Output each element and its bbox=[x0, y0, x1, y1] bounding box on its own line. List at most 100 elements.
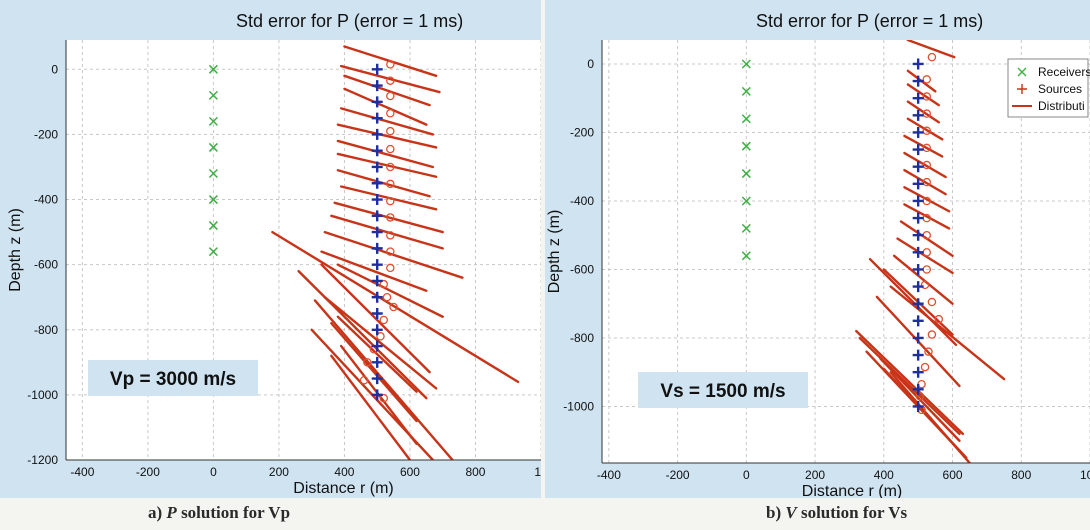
caption-left-suffix: solution for Vp bbox=[176, 503, 291, 522]
source-marker bbox=[912, 298, 924, 310]
receiver-marker bbox=[741, 114, 751, 124]
x-tick-label: 600 bbox=[943, 468, 963, 482]
source-marker bbox=[912, 58, 924, 70]
receiver-marker bbox=[208, 247, 218, 257]
legend-label: Sources bbox=[1038, 82, 1082, 96]
y-tick-label: -200 bbox=[570, 125, 594, 139]
error-segment bbox=[297, 269, 428, 400]
x-tick-label: -400 bbox=[597, 468, 621, 482]
legend-box bbox=[1007, 58, 1089, 118]
source-marker bbox=[371, 226, 383, 238]
estimate-marker bbox=[927, 297, 937, 307]
source-marker bbox=[371, 356, 383, 368]
receiver-marker bbox=[741, 141, 751, 151]
receiver-marker bbox=[741, 86, 751, 96]
x-tick-label: 400 bbox=[874, 468, 894, 482]
estimate-marker bbox=[386, 162, 395, 172]
velocity-box bbox=[88, 360, 258, 396]
estimate-marker bbox=[379, 393, 389, 403]
x-tick-label: 100 bbox=[1080, 468, 1090, 482]
x-tick-label: 200 bbox=[269, 465, 289, 479]
error-segment bbox=[330, 354, 412, 460]
error-segment bbox=[333, 201, 444, 234]
error-segment bbox=[336, 169, 431, 198]
receiver-marker bbox=[208, 90, 218, 100]
source-marker bbox=[371, 210, 383, 222]
receiver-marker bbox=[741, 196, 751, 206]
receiver-marker bbox=[741, 169, 751, 179]
error-segment bbox=[903, 151, 947, 179]
caption-right: b) V solution for Vs bbox=[766, 503, 907, 523]
caption-left-italic: P bbox=[166, 503, 177, 522]
estimate-marker bbox=[922, 109, 932, 118]
error-segment bbox=[330, 214, 444, 250]
error-segment bbox=[323, 296, 438, 390]
legend-label: Distributi bbox=[1038, 99, 1085, 113]
panel-left: Std error for P (error = 1 ms) -400 -200 0 2… bbox=[0, 0, 541, 498]
estimate-marker bbox=[376, 332, 385, 341]
source-marker bbox=[912, 144, 924, 156]
x-tick-label: 400 bbox=[334, 465, 354, 479]
error-segment bbox=[858, 336, 961, 436]
source-marker bbox=[912, 246, 924, 258]
receiver-marker bbox=[741, 251, 751, 261]
error-segment bbox=[343, 87, 428, 126]
error-segment bbox=[903, 203, 951, 230]
x-axis-label: Distance r (m) bbox=[802, 483, 902, 498]
source-marker bbox=[371, 63, 383, 75]
estimate-marker bbox=[920, 362, 930, 372]
receiver-marker bbox=[208, 116, 218, 126]
error-segment bbox=[271, 230, 520, 384]
source-marker bbox=[371, 389, 383, 401]
y-tick-label: -800 bbox=[570, 331, 594, 345]
legend-receiver-marker bbox=[1017, 67, 1027, 77]
estimate-marker bbox=[934, 314, 944, 324]
estimate-marker bbox=[386, 213, 395, 222]
velocity-label: Vp = 3000 m/s bbox=[110, 369, 236, 390]
estimate-marker bbox=[386, 247, 395, 256]
estimate-marker bbox=[922, 160, 932, 170]
error-segment bbox=[889, 285, 1006, 381]
error-segment bbox=[892, 254, 954, 305]
x-tick-label: 600 bbox=[400, 465, 420, 479]
source-marker bbox=[912, 75, 924, 87]
y-tick-label: 0 bbox=[51, 62, 58, 76]
caption-left: a) P solution for Vp bbox=[148, 503, 290, 523]
y-tick-label: -1200 bbox=[27, 453, 58, 467]
source-marker bbox=[371, 291, 383, 303]
source-marker bbox=[371, 128, 383, 140]
source-marker bbox=[912, 195, 924, 207]
error-segment bbox=[339, 64, 441, 94]
source-marker bbox=[912, 349, 924, 361]
estimate-marker bbox=[386, 231, 395, 240]
source-marker bbox=[371, 324, 383, 336]
legend-source-marker bbox=[1017, 84, 1027, 94]
estimate-marker bbox=[382, 292, 392, 302]
estimate-marker bbox=[920, 280, 930, 290]
receiver-marker bbox=[741, 59, 751, 69]
estimate-marker bbox=[922, 177, 932, 187]
source-marker bbox=[371, 242, 383, 254]
x-axis-label: Distance r (m) bbox=[293, 480, 393, 497]
source-marker bbox=[371, 177, 383, 189]
estimate-marker bbox=[922, 143, 932, 153]
chart-right: Std error for P (error = 1 ms) -400 -200 0 2… bbox=[546, 11, 1090, 498]
y-tick-label: -400 bbox=[570, 194, 594, 208]
estimate-marker bbox=[386, 196, 395, 206]
estimate-marker bbox=[386, 263, 395, 273]
receiver-marker bbox=[208, 64, 218, 74]
error-segment bbox=[906, 40, 956, 59]
plot-layer bbox=[602, 40, 1090, 463]
error-segment bbox=[906, 117, 944, 141]
error-segment bbox=[855, 329, 965, 436]
error-segment bbox=[320, 263, 431, 374]
y-tick-label: -1000 bbox=[563, 399, 594, 413]
legend-label: Receivers bbox=[1038, 65, 1090, 79]
estimate-marker bbox=[927, 330, 937, 339]
plot-layer bbox=[66, 40, 541, 460]
chart-title: Std error for P (error = 1 ms) bbox=[756, 11, 983, 31]
estimate-marker bbox=[386, 76, 395, 85]
y-axis-label: Depth z (m) bbox=[546, 210, 563, 294]
source-marker bbox=[912, 109, 924, 121]
source-marker bbox=[912, 332, 924, 344]
